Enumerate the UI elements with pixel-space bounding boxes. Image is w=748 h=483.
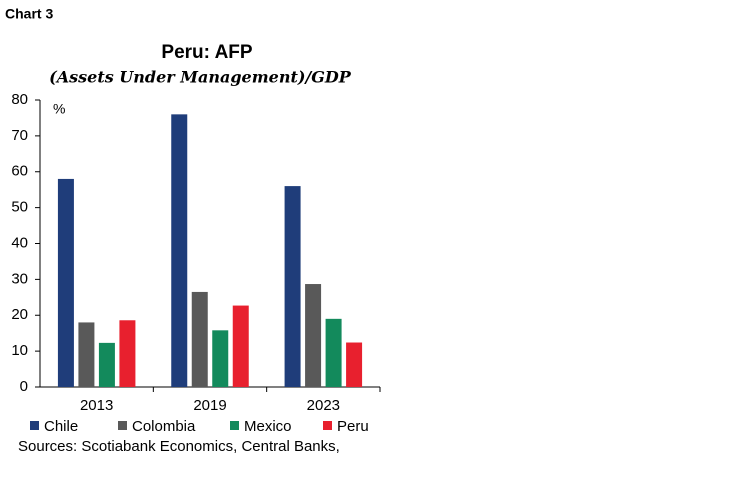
legend-label: Chile [44,418,78,435]
bar [325,318,342,387]
chart-subtitle: (Assets Under Management)/GDP [49,68,352,87]
y-tick-label: 70 [11,127,28,144]
bar [78,322,95,387]
y-tick-label: 10 [11,342,28,359]
bar [119,320,136,387]
y-tick-label: 50 [11,199,28,216]
y-tick-label: 80 [11,91,28,108]
legend-swatch [323,421,332,430]
x-tick-label: 2019 [193,397,226,414]
bar [171,114,188,387]
chart-title: Peru: AFP [161,42,252,63]
legend-label: Mexico [244,418,292,435]
bar [212,330,229,387]
x-tick-label: 2013 [80,397,113,414]
y-tick-label: 30 [11,270,28,287]
chart-label: Chart 3 [5,6,53,22]
bar [57,178,74,387]
legend-swatch [230,421,239,430]
y-tick-label: 20 [11,306,28,323]
legend-swatch [30,421,39,430]
bar [232,305,249,387]
legend-swatch [118,421,127,430]
y-axis-label: % [53,101,65,117]
y-tick-label: 0 [20,378,28,395]
legend-label: Peru [337,418,369,435]
bar [98,342,115,387]
source: Sources: Scotiabank Economics, Central B… [18,438,340,455]
y-tick-label: 40 [11,234,28,251]
y-tick-label: 60 [11,163,28,180]
bar [305,284,322,387]
bar [284,186,301,387]
bar [191,291,208,387]
bar [346,342,363,387]
legend-label: Colombia [132,418,196,435]
x-tick-label: 2023 [307,397,340,414]
